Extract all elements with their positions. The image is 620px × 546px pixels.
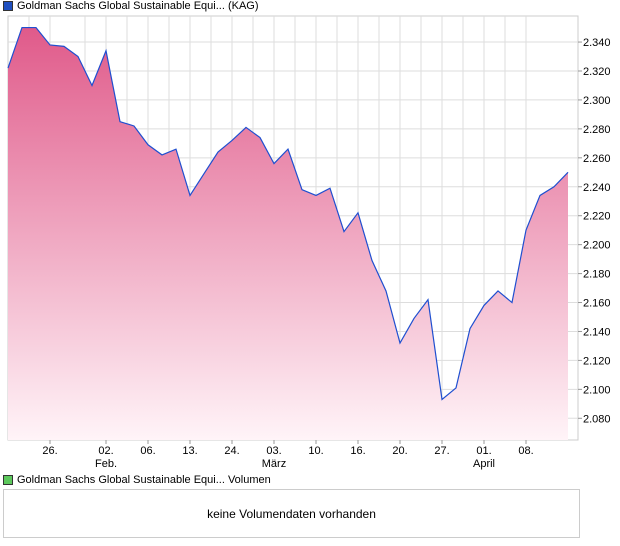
y-tick-label: 2.080 xyxy=(583,413,611,425)
y-tick-label: 2.140 xyxy=(583,326,611,338)
volume-panel: keine Volumendaten vorhanden xyxy=(3,489,580,538)
x-tick-label: 06. xyxy=(140,445,155,457)
volume-legend-label: Goldman Sachs Global Sustainable Equi...… xyxy=(17,474,271,486)
price-area xyxy=(8,27,568,441)
x-tick-label: 27. xyxy=(434,445,449,457)
volume-legend: Goldman Sachs Global Sustainable Equi...… xyxy=(3,474,271,486)
y-tick-label: 2.120 xyxy=(583,355,611,367)
x-tick-label: 02. xyxy=(98,445,113,457)
x-tick-sublabel: März xyxy=(262,458,286,470)
volume-empty-message: keine Volumendaten vorhanden xyxy=(207,506,376,521)
x-tick-label: 01. xyxy=(476,445,491,457)
x-tick-sublabel: Feb. xyxy=(95,458,117,470)
x-tick-label: 13. xyxy=(182,445,197,457)
price-legend: Goldman Sachs Global Sustainable Equi...… xyxy=(3,0,259,12)
y-tick-label: 2.300 xyxy=(583,95,611,107)
x-tick-label: 03. xyxy=(266,445,281,457)
y-tick-label: 2.220 xyxy=(583,211,611,223)
price-legend-swatch xyxy=(3,1,13,11)
y-tick-label: 2.340 xyxy=(583,37,611,49)
y-tick-label: 2.160 xyxy=(583,298,611,310)
x-tick-label: 08. xyxy=(518,445,533,457)
y-tick-label: 2.180 xyxy=(583,269,611,281)
price-legend-label: Goldman Sachs Global Sustainable Equi...… xyxy=(17,0,259,12)
y-tick-label: 2.240 xyxy=(583,182,611,194)
x-tick-label: 20. xyxy=(392,445,407,457)
y-tick-label: 2.100 xyxy=(583,384,611,396)
y-tick-label: 2.320 xyxy=(583,66,611,78)
x-tick-label: 26. xyxy=(42,445,57,457)
x-tick-label: 16. xyxy=(350,445,365,457)
price-chart: 2.080 2.100 2.120 2.140 2.160 2.180 2.200 2.220… xyxy=(7,15,611,470)
volume-legend-swatch xyxy=(3,475,13,485)
y-tick-label: 2.260 xyxy=(583,153,611,165)
x-tick-sublabel: April xyxy=(473,458,495,470)
y-tick-label: 2.280 xyxy=(583,124,611,136)
y-tick-label: 2.200 xyxy=(583,240,611,252)
x-tick-label: 10. xyxy=(308,445,323,457)
x-tick-label: 24. xyxy=(224,445,239,457)
